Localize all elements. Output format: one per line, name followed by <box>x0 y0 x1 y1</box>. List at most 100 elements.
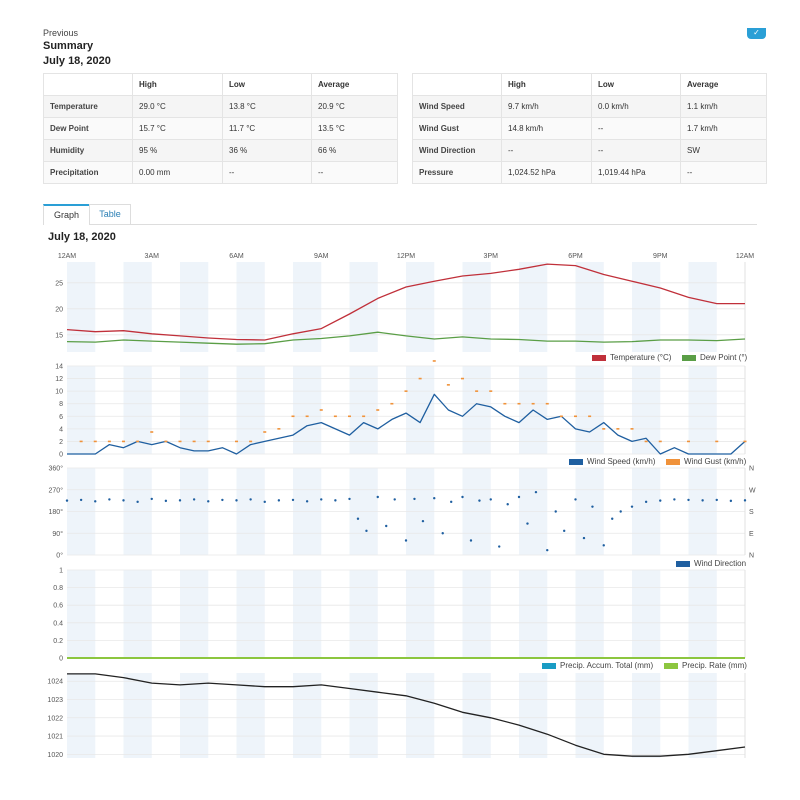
wind-direction-point <box>122 499 125 502</box>
wind-gust-km-h-point <box>390 402 394 405</box>
cell: 20.9 °C <box>311 95 398 118</box>
wind-direction-point <box>334 499 337 502</box>
wind-gust-km-h-point <box>658 440 662 443</box>
wind-gust-km-h-point <box>107 440 111 443</box>
pressure-hpa-line <box>67 673 746 757</box>
y-tick-label: 8 <box>59 401 63 408</box>
wind-gust-km-h-point <box>249 440 253 443</box>
hour-band <box>236 366 265 454</box>
wind-direction-point <box>421 519 425 523</box>
wind-gust-km-h-point <box>446 384 450 386</box>
y-tick-label: 6 <box>59 414 63 421</box>
wind-direction-point <box>356 517 360 520</box>
legend-wind-direction[interactable]: Wind Direction <box>676 559 746 568</box>
wind-direction-point <box>498 545 501 548</box>
wind-gust-km-h-point <box>362 415 366 418</box>
cell: 29.0 °C <box>132 95 223 118</box>
legend-precip-rate[interactable]: Precip. Rate (mm) <box>664 661 747 670</box>
cell: 0.00 mm <box>132 161 223 184</box>
legend-temperature[interactable]: Temperature (°C) <box>592 353 671 362</box>
y-tick-label: 0° <box>56 552 63 560</box>
wind-direction-point <box>305 500 309 503</box>
legend-swatch <box>676 560 690 567</box>
wind-direction-point <box>249 498 252 501</box>
cell: -- <box>591 139 681 162</box>
y-tick-label: 12 <box>55 376 63 383</box>
wind-gust-km-h-point <box>376 409 380 411</box>
wind-direction-point <box>534 490 538 494</box>
cell: -- <box>680 161 767 184</box>
y-tick-label-right: N <box>749 553 754 560</box>
col-header: Average <box>680 73 767 96</box>
wind-direction-point <box>517 495 521 499</box>
wind-direction-point <box>611 517 614 520</box>
hour-band <box>406 366 435 454</box>
hour-band <box>349 570 378 658</box>
wind-gust-km-h-point <box>404 390 408 392</box>
wind-gust-km-h-point <box>574 415 577 418</box>
wind-direction-point <box>221 498 224 502</box>
row-label: Precipitation <box>43 161 133 184</box>
hour-band <box>293 570 322 658</box>
y-tick-label: 4 <box>59 426 63 433</box>
wind-direction-point <box>602 544 605 547</box>
cell: 1.7 km/h <box>680 117 767 140</box>
x-tick-label: 3AM <box>145 253 160 260</box>
hour-band <box>462 570 491 658</box>
table-row: Wind Speed 9.7 km/h 0.0 km/h 1.1 km/h <box>412 95 767 118</box>
y-tick-label: 1 <box>59 568 63 575</box>
wind-gust-km-h-point <box>517 402 521 405</box>
wind-direction-point <box>729 499 733 503</box>
hour-band <box>123 673 152 758</box>
view-tabs: Graph Table <box>43 204 757 225</box>
y-tick-label-right: W <box>749 487 756 494</box>
legend-dew-point[interactable]: Dew Point (°) <box>682 353 747 362</box>
cell: 1,024.52 hPa <box>501 161 592 184</box>
hour-band <box>688 366 717 454</box>
wind-gust-km-h-point <box>545 402 549 405</box>
wind-gust-km-h-point <box>418 377 422 380</box>
table-row: Temperature 29.0 °C 13.8 °C 20.9 °C <box>43 95 398 118</box>
wind-direction-point <box>506 503 509 506</box>
previous-link[interactable]: Previous <box>43 28 79 38</box>
legend-label: Precip. Accum. Total (mm) <box>560 661 654 670</box>
table-row: Wind Direction -- -- SW <box>412 139 767 162</box>
hour-band <box>519 262 548 352</box>
wind-gust-km-h-point <box>136 440 140 443</box>
x-tick-label: 3PM <box>484 253 499 260</box>
wind-gust-km-h-point <box>319 409 323 411</box>
legend-label: Precip. Rate (mm) <box>682 661 747 670</box>
y-tick-label: 0.8 <box>53 585 63 592</box>
edit-button[interactable]: ✓ <box>747 28 766 39</box>
wind-speed-km-h-line <box>67 393 746 455</box>
wind-gust-km-h-point <box>687 440 690 443</box>
hour-band <box>462 366 491 454</box>
table-row: Wind Gust 14.8 km/h -- 1.7 km/h <box>412 117 767 140</box>
row-label: Temperature <box>43 95 133 118</box>
y-tick-label: 0.2 <box>53 638 63 645</box>
hour-band <box>632 366 661 454</box>
legend-wind-speed[interactable]: Wind Speed (km/h) <box>569 457 655 466</box>
legend-label: Wind Speed (km/h) <box>587 457 656 466</box>
col-header <box>43 73 133 96</box>
table-row: Humidity 95 % 36 % 66 % <box>43 139 398 162</box>
wind-direction-point <box>563 529 566 533</box>
wind-gust-km-h-point <box>602 428 606 430</box>
wind-direction-point <box>743 499 747 502</box>
hour-band <box>293 673 322 758</box>
tab-table[interactable]: Table <box>89 204 131 224</box>
wind-direction-point <box>365 529 368 533</box>
wind-direction-point <box>687 498 690 502</box>
y-tick-label: 15 <box>55 332 63 339</box>
wind-direction-point <box>263 500 266 504</box>
wind-gust-km-h-point <box>150 431 154 433</box>
y-tick-label: 0 <box>59 656 63 663</box>
table-row: Pressure 1,024.52 hPa 1,019.44 hPa -- <box>412 161 767 184</box>
hour-band <box>519 570 548 658</box>
hour-band <box>123 366 152 454</box>
wind-direction-point <box>192 498 196 501</box>
legend-swatch <box>664 662 678 669</box>
legend-precip-total[interactable]: Precip. Accum. Total (mm) <box>542 661 653 670</box>
legend-wind-gust[interactable]: Wind Gust (km/h) <box>666 457 746 466</box>
